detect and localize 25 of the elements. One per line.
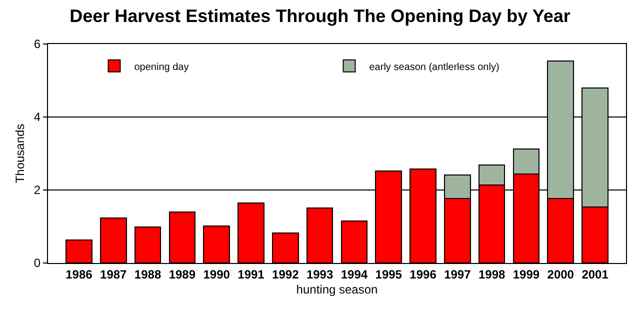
x-tick-label: 1989 — [168, 267, 196, 282]
x-tick-label: 1997 — [444, 267, 472, 282]
x-tick-label: 2001 — [582, 267, 609, 282]
x-tick-label: 1986 — [66, 267, 93, 282]
x-tick-label: 1991 — [238, 267, 265, 282]
legend-label: early season (antlerless only) — [369, 62, 500, 73]
x-tick-label: 1999 — [512, 267, 540, 282]
y-axis-title: Thousands — [13, 124, 28, 184]
x-tick-label: 1987 — [100, 267, 128, 282]
x-tick-label: 1998 — [478, 267, 506, 282]
x-tick-label: 1994 — [340, 267, 368, 282]
x-tick-label: 1988 — [134, 267, 162, 282]
x-tick-label: 1990 — [203, 267, 230, 282]
x-tick-label: 1995 — [375, 267, 402, 282]
y-tick-label: 6 — [34, 37, 41, 52]
legend-label: opening day — [134, 62, 189, 73]
chart-title: Deer Harvest Estimates Through The Opening Day by Year — [70, 6, 570, 26]
x-tick-label: 1993 — [306, 267, 334, 282]
y-tick-label: 0 — [34, 256, 41, 270]
x-axis-title: hunting season — [296, 282, 378, 296]
x-tick-label: 2000 — [547, 267, 574, 282]
x-tick-label: 1996 — [410, 267, 437, 282]
y-tick-label: 2 — [34, 183, 41, 198]
y-tick-label: 4 — [34, 110, 41, 124]
x-tick-label: 1992 — [272, 267, 300, 282]
